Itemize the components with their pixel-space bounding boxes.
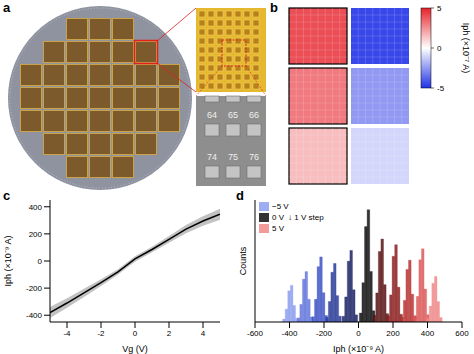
svg-text:-400: -400	[281, 329, 298, 338]
svg-text:200: 200	[29, 230, 43, 239]
svg-text:5: 5	[437, 4, 442, 13]
svg-text:0: 0	[356, 329, 361, 338]
svg-text:-200: -200	[316, 329, 333, 338]
html-text:a: a	[3, 0, 11, 15]
svg-text:64: 64	[207, 110, 217, 120]
html-text:−5 V: −5 V	[272, 202, 289, 211]
svg-text:400: 400	[29, 203, 43, 212]
svg-text:2: 2	[167, 329, 172, 338]
html-text:c: c	[3, 188, 11, 203]
svg-text:-5: -5	[437, 84, 445, 93]
svg-text:65: 65	[228, 110, 238, 120]
svg-text:200: 200	[386, 329, 400, 338]
html-text:b: b	[270, 0, 278, 15]
svg-text:0: 0	[133, 329, 138, 338]
svg-text:75: 75	[228, 152, 238, 162]
html-text:↓ 1 V step: ↓ 1 V step	[288, 213, 324, 222]
svg-text:-200: -200	[26, 284, 43, 293]
html-text:d: d	[236, 188, 244, 203]
svg-text:-600: -600	[247, 329, 264, 338]
svg-text:-400: -400	[26, 311, 43, 320]
svg-text:-2: -2	[97, 329, 105, 338]
svg-text:Iph (×10⁻⁷ A): Iph (×10⁻⁷ A)	[461, 23, 471, 74]
svg-text:0: 0	[437, 44, 442, 53]
svg-text:400: 400	[421, 329, 435, 338]
svg-text:600: 600	[455, 329, 469, 338]
svg-text:74: 74	[207, 152, 217, 162]
svg-text:66: 66	[249, 110, 259, 120]
svg-text:4: 4	[201, 329, 206, 338]
svg-text:Iph (×10⁻⁹ A): Iph (×10⁻⁹ A)	[3, 235, 13, 286]
svg-text:Vg (V): Vg (V)	[122, 344, 148, 354]
svg-text:0: 0	[38, 257, 43, 266]
svg-text:Iph (×10⁻⁹ A): Iph (×10⁻⁹ A)	[333, 344, 384, 354]
svg-text:-4: -4	[63, 329, 71, 338]
html-text:5 V: 5 V	[272, 224, 284, 233]
svg-text:76: 76	[249, 152, 259, 162]
svg-text:Counts: Counts	[238, 246, 248, 275]
html-text:0 V: 0 V	[272, 213, 284, 222]
